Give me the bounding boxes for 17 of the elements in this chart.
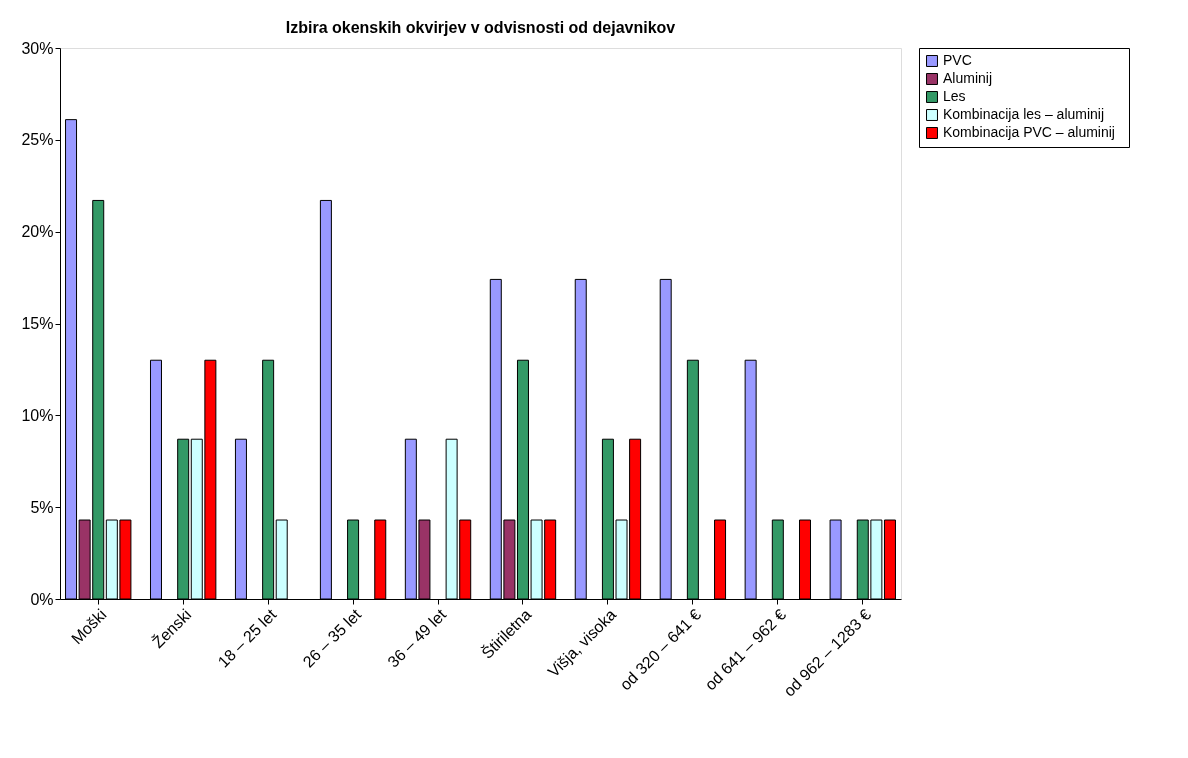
y-tick-label: 10% <box>21 406 54 424</box>
y-tick-label: 25% <box>21 131 54 149</box>
x-tick-label: 26 – 35 let <box>299 605 365 671</box>
y-tick-label: 20% <box>21 223 54 241</box>
legend-label: Kombinacija PVC – aluminij <box>943 124 1115 140</box>
x-tick-label: 18 – 25 let <box>214 605 280 671</box>
legend-label: Les <box>943 88 966 104</box>
y-tick-label: 15% <box>21 315 54 332</box>
legend-label: PVC <box>943 52 972 68</box>
legend-label: Kombinacija les – aluminij <box>943 106 1105 122</box>
legend-label: Aluminij <box>943 70 993 86</box>
chart-title: Izbira okenskih okvirjev v odvisnosti od dejavnikov <box>285 19 676 36</box>
x-tick-label: 36 – 49 let <box>384 605 450 671</box>
y-tick-label: 0% <box>30 590 54 608</box>
x-tick-label: od 320 – 641 € <box>616 605 705 694</box>
y-tick-label: 5% <box>30 498 54 516</box>
y-tick-label: 30% <box>21 39 54 57</box>
